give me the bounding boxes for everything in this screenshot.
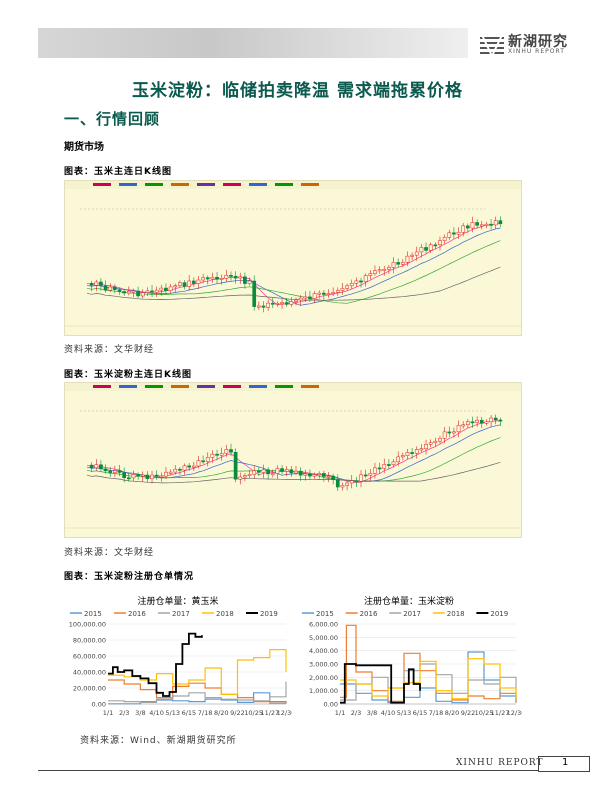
y-tick-label: 60,000.00 (73, 653, 106, 661)
x-tick-label: 7/18 (198, 709, 213, 717)
footer-line (38, 770, 538, 771)
x-tick-label: 11/27 (260, 709, 279, 717)
legend-label-2017: 2017 (172, 610, 190, 618)
header-band (38, 28, 468, 58)
series-line-2019 (108, 632, 203, 697)
y-tick-label: 80,000.00 (73, 637, 106, 645)
warehouse-receipt-starch-chart: 注册仓单量：玉米淀粉 2015 2016 2017 2018 2019 6,000.00 5,… (296, 592, 525, 722)
figure-2-label: 图表：玉米淀粉主连日K线图 (64, 370, 192, 380)
y-tick-label: 40,000.00 (73, 669, 106, 677)
logo-subtext: XINHU REPORT (508, 48, 565, 55)
warehouse-receipt-corn-chart: 注册仓单量：黄玉米 2015 2016 2017 2018 2019 100,000.00 8… (64, 592, 295, 722)
logo-icon (480, 34, 504, 58)
x-tick-label: 10/25 (475, 709, 494, 717)
x-tick-label: 6/15 (413, 709, 428, 717)
page-title: 玉米淀粉：临储拍卖降温 需求端拖累价格 (132, 81, 463, 101)
corn-kline-chart (64, 180, 522, 336)
y-tick-label: 6,000.00 (309, 621, 338, 629)
chart-title: 注册仓单量：黄玉米 (137, 595, 218, 607)
x-tick-label: 4/10 (149, 709, 164, 717)
series-line-2015 (108, 692, 287, 705)
x-tick-label: 7/18 (429, 709, 444, 717)
x-tick-label: 9/22 (461, 709, 476, 717)
figure-1-source: 资料来源：文华财经 (64, 345, 155, 355)
page-number: 1 (562, 757, 569, 768)
legend-label-2015: 2015 (316, 610, 334, 618)
y-tick-label: 100,000.00 (69, 621, 106, 629)
series-line-2016 (108, 679, 287, 704)
x-tick-label: 2/3 (119, 709, 129, 717)
x-tick-label: 6/15 (182, 709, 197, 717)
legend-label-2019: 2019 (260, 610, 278, 618)
figure-3-label: 图表：玉米淀粉注册仓单情况 (64, 572, 195, 582)
page-number-box (538, 756, 590, 772)
legend-label-2018: 2018 (447, 610, 465, 618)
y-tick-label: 20,000.00 (73, 685, 106, 693)
x-tick-label: 3/8 (135, 709, 145, 717)
x-tick-label: 5/13 (397, 709, 412, 717)
x-tick-label: 2/3 (351, 709, 361, 717)
x-tick-label: 11/27 (491, 709, 510, 717)
x-tick-label: 1/1 (335, 709, 345, 717)
series-line-2017 (340, 663, 517, 702)
figure-2-source: 资料来源：文华财经 (64, 548, 155, 558)
legend-label-2016: 2016 (360, 610, 378, 618)
chart-title: 注册仓单量：玉米淀粉 (364, 595, 454, 607)
y-tick-label: 3,000.00 (309, 661, 338, 669)
figure-1-label: 图表：玉米主连日K线图 (64, 167, 172, 177)
y-tick-label: 1,000.00 (309, 687, 338, 695)
legend-label-2016: 2016 (128, 610, 146, 618)
logo: 新湖研究 XINHU REPORT (478, 30, 588, 60)
starch-kline-image (65, 383, 521, 529)
series-line-2019 (340, 663, 421, 704)
subsection-heading: 期货市场 (64, 142, 104, 153)
legend-label-2018: 2018 (216, 610, 234, 618)
x-tick-label: 5/13 (165, 709, 180, 717)
x-tick-label: 1/1 (103, 709, 113, 717)
y-tick-label: 2,000.00 (309, 674, 338, 682)
series-line-2017 (108, 681, 287, 703)
starch-kline-chart (64, 382, 522, 538)
legend-label-2017: 2017 (403, 610, 421, 618)
x-tick-label: 12/30 (507, 709, 522, 717)
x-tick-label: 4/10 (381, 709, 396, 717)
y-tick-label: 4,000.00 (309, 647, 338, 655)
footer-text: XINHU REPORT (456, 758, 544, 768)
x-tick-label: 8/20 (214, 709, 229, 717)
x-tick-label: 10/25 (244, 709, 263, 717)
x-tick-label: 3/8 (367, 709, 377, 717)
legend-label-2015: 2015 (84, 610, 102, 618)
series-line-2018 (340, 658, 517, 700)
x-tick-label: 12/30 (277, 709, 292, 717)
section-heading: 一、行情回顾 (64, 110, 161, 128)
y-tick-label: 5,000.00 (309, 634, 338, 642)
x-tick-label: 9/22 (230, 709, 245, 717)
y-tick-label: 0.00 (324, 701, 338, 709)
corn-kline-image (65, 181, 521, 327)
x-tick-label: 8/20 (445, 709, 460, 717)
legend-label-2019: 2019 (490, 610, 508, 618)
logo-text: 新湖研究 (508, 34, 568, 50)
y-tick-label: 0.00 (92, 701, 106, 709)
figure-3-source: 资料来源：Wind、新湖期货研究所 (80, 736, 237, 746)
